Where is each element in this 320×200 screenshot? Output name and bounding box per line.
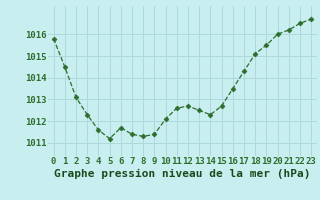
X-axis label: Graphe pression niveau de la mer (hPa): Graphe pression niveau de la mer (hPa) — [54, 169, 311, 179]
